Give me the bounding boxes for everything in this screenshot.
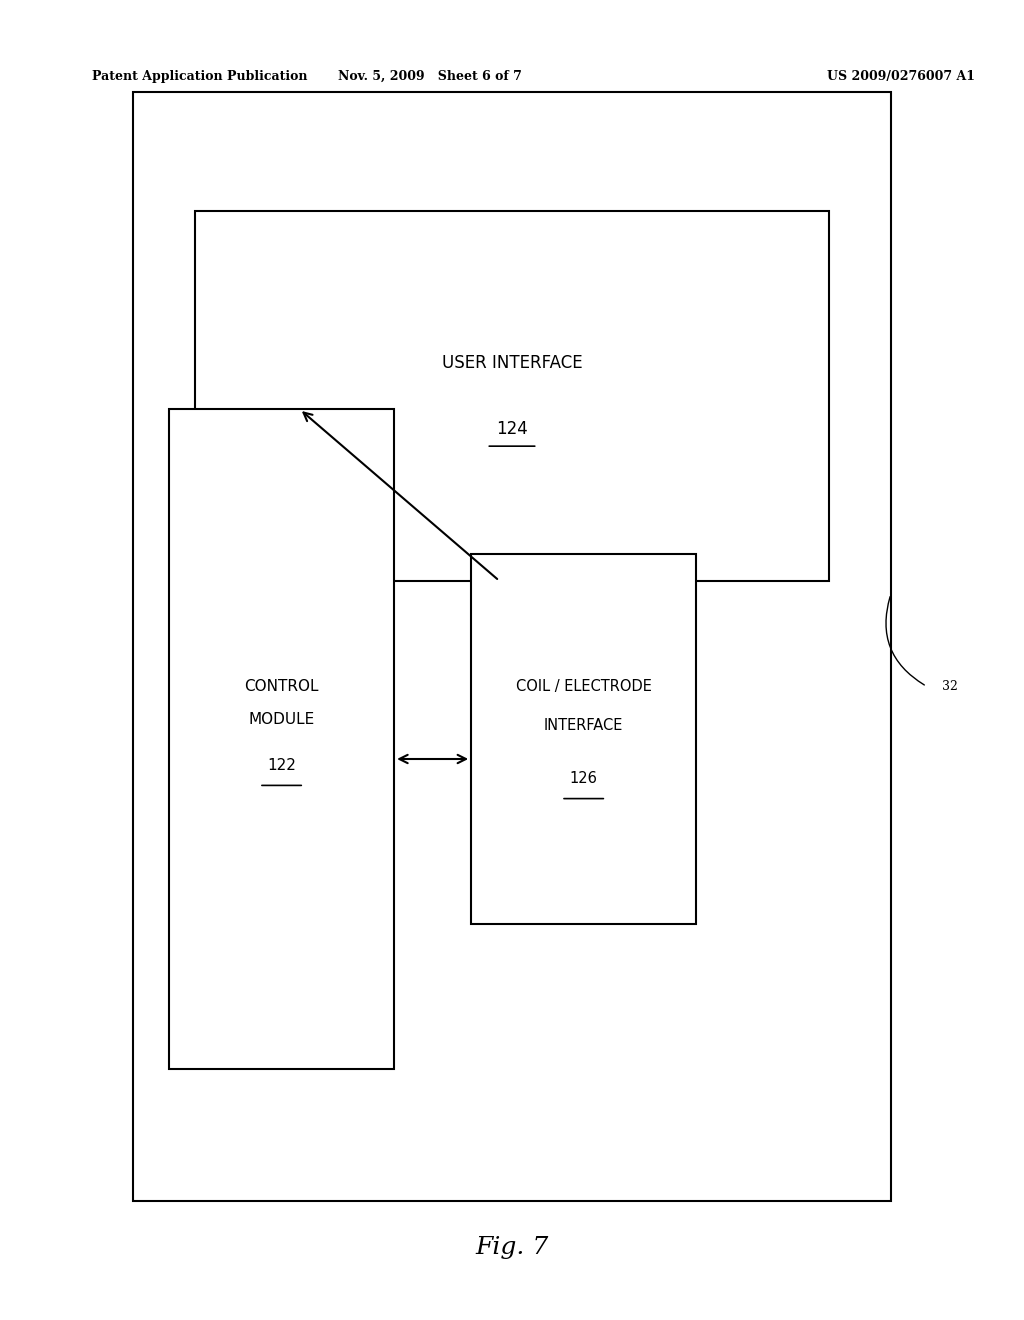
Text: MODULE: MODULE bbox=[249, 711, 314, 727]
Text: 124: 124 bbox=[496, 420, 528, 438]
FancyBboxPatch shape bbox=[195, 211, 829, 581]
FancyBboxPatch shape bbox=[471, 554, 696, 924]
Text: 122: 122 bbox=[267, 758, 296, 774]
Text: US 2009/0276007 A1: US 2009/0276007 A1 bbox=[827, 70, 975, 83]
Text: USER INTERFACE: USER INTERFACE bbox=[441, 354, 583, 372]
Text: Nov. 5, 2009   Sheet 6 of 7: Nov. 5, 2009 Sheet 6 of 7 bbox=[338, 70, 522, 83]
Text: COIL / ELECTRODE: COIL / ELECTRODE bbox=[516, 678, 651, 694]
FancyBboxPatch shape bbox=[133, 92, 891, 1201]
Text: Patent Application Publication: Patent Application Publication bbox=[92, 70, 307, 83]
FancyBboxPatch shape bbox=[169, 409, 394, 1069]
Text: 126: 126 bbox=[569, 771, 598, 787]
Text: INTERFACE: INTERFACE bbox=[544, 718, 624, 734]
Text: Fig. 7: Fig. 7 bbox=[475, 1236, 549, 1259]
Text: CONTROL: CONTROL bbox=[245, 678, 318, 694]
Text: 32: 32 bbox=[942, 680, 958, 693]
